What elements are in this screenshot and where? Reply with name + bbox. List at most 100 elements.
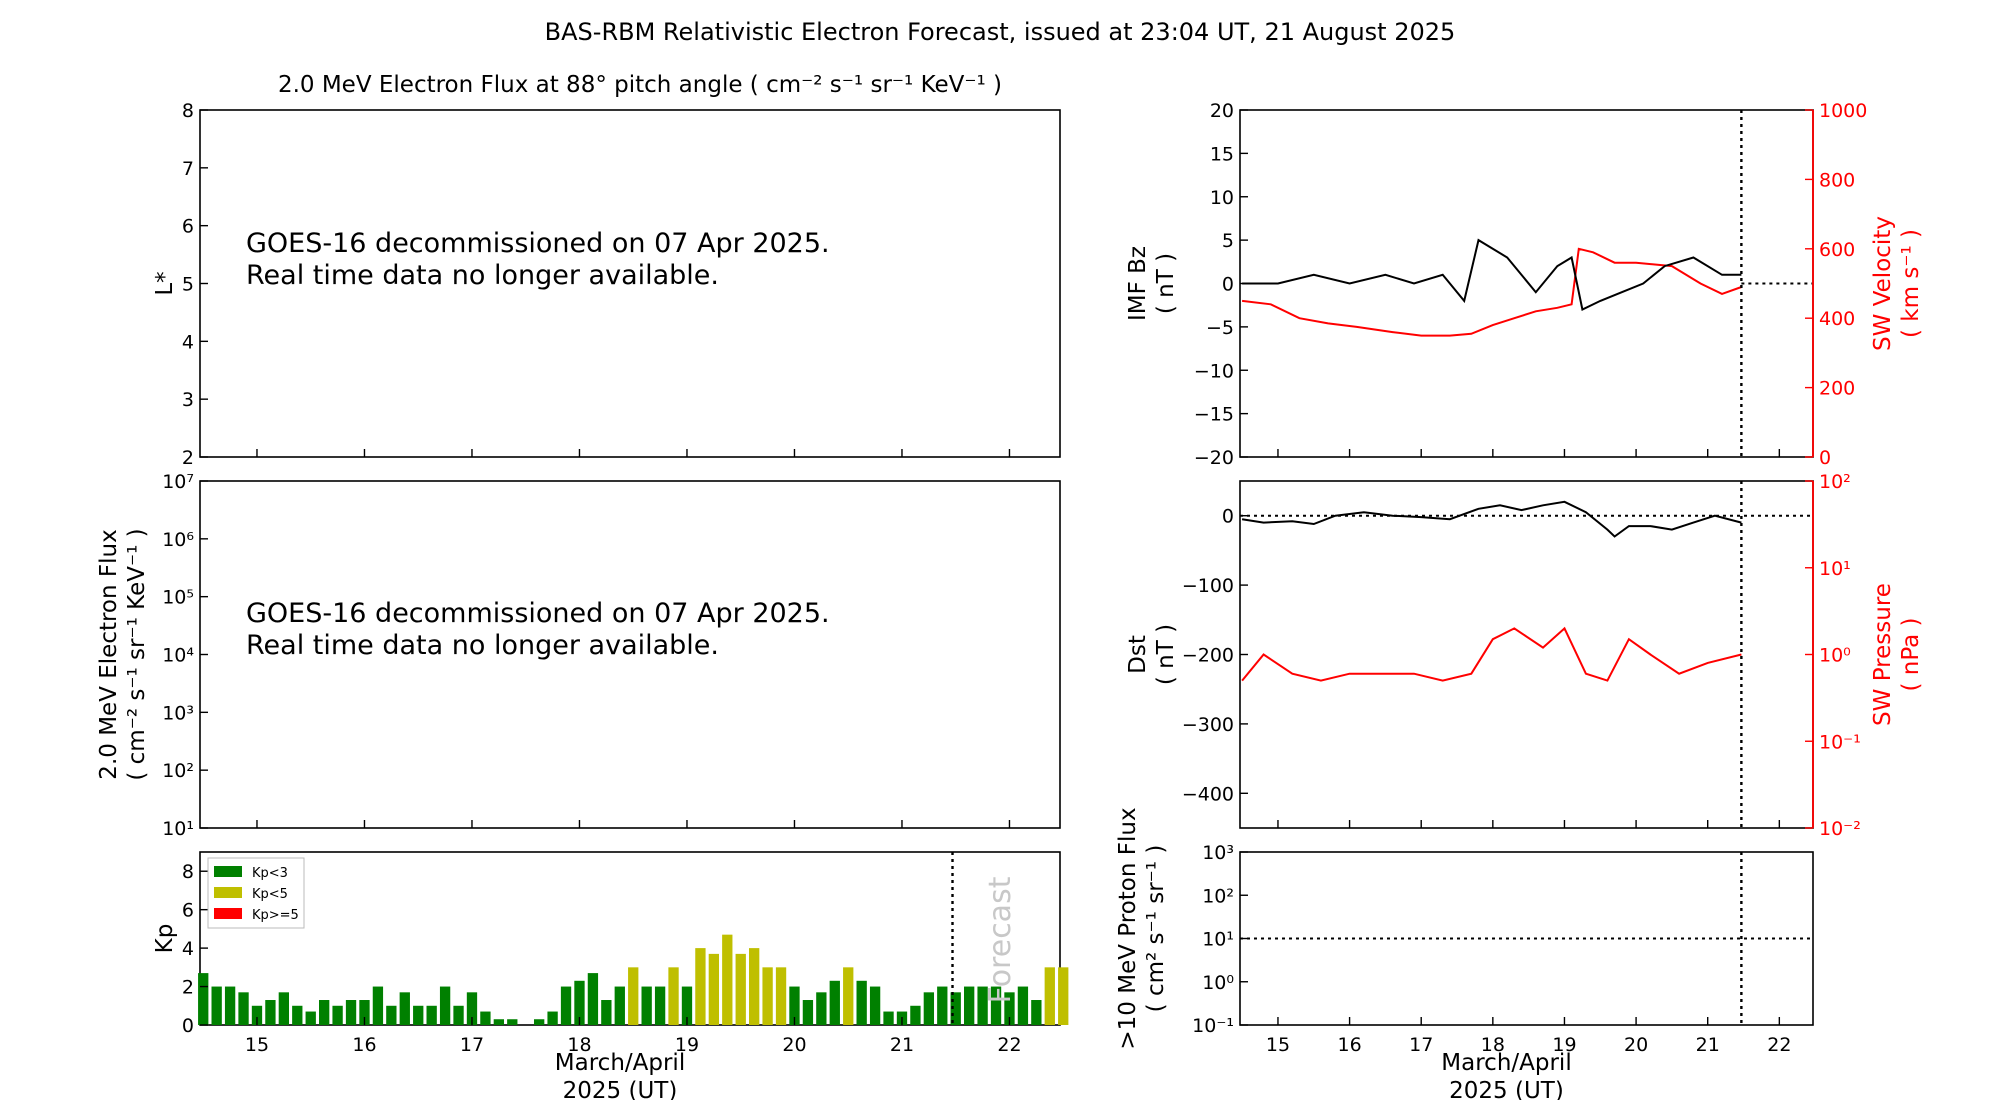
proton-y-tick-label: 10³ [1202, 842, 1234, 864]
kp-bar [238, 992, 249, 1025]
kp-bar [547, 1011, 558, 1025]
kp-bar [251, 1005, 263, 1025]
lstar-y-tick-label: 4 [182, 331, 194, 353]
dst-y-tick-label: −400 [1182, 783, 1234, 805]
kp-bar [654, 986, 666, 1025]
kp-xtick-label: 15 [245, 1034, 269, 1056]
lstar-title: 2.0 MeV Electron Flux at 88° pitch angle… [278, 72, 1002, 98]
goes-y-tick-label: 10⁶ [162, 529, 194, 551]
kp-bar [614, 986, 625, 1025]
proton-xlabel: March/April [1441, 1050, 1571, 1076]
sw-velocity-y-tick-label: 1000 [1819, 100, 1867, 122]
kp-bar [735, 953, 746, 1025]
kp-legend-label: Kp<5 [252, 887, 288, 902]
kp-bar [695, 948, 706, 1025]
dst-panel [1239, 480, 1814, 829]
bz-y-tick-label: −15 [1194, 404, 1234, 426]
sw-pressure-ylabel: SW Pressure [1870, 583, 1896, 726]
kp-y-tick-label: 6 [182, 900, 194, 922]
kp-xtick-label: 21 [890, 1034, 914, 1056]
kp-xtick-label: 16 [352, 1034, 376, 1056]
proton-xtick-label: 19 [1552, 1034, 1576, 1056]
kp-bar [843, 967, 854, 1025]
kp-bar [1058, 967, 1069, 1025]
kp-xtick-label: 17 [460, 1034, 484, 1056]
kp-bar [332, 1005, 343, 1025]
goes-y-tick-label: 10³ [162, 702, 194, 724]
kp-legend-swatch [214, 908, 242, 919]
bz-ylabel: ( nT ) [1153, 253, 1179, 314]
kp-bar [453, 1005, 464, 1025]
kp-bar [587, 973, 599, 1025]
bz-y-tick-label: −10 [1194, 360, 1234, 382]
kp-bar [668, 967, 679, 1025]
lstar-y-tick-label: 3 [182, 389, 194, 411]
proton-y-tick-label: 10⁰ [1202, 972, 1234, 994]
bz-y-tick-label: 10 [1210, 187, 1234, 209]
sw-pressure-y-tick-label: 10¹ [1819, 558, 1851, 580]
proton-xtick-label: 20 [1624, 1034, 1648, 1056]
sw-velocity-y-tick-label: 800 [1819, 169, 1855, 191]
kp-bar [413, 1005, 424, 1025]
kp-bar [601, 1000, 612, 1025]
proton-xtick-label: 16 [1337, 1034, 1361, 1056]
goes-y-tick-label: 10¹ [162, 818, 194, 840]
kp-bar [1044, 967, 1055, 1025]
dst-line [1241, 500, 1742, 538]
kp-bar [964, 986, 975, 1025]
kp-bar [816, 992, 827, 1025]
kp-bar [628, 967, 639, 1025]
forecast-label: Forecast [983, 876, 1018, 1003]
kp-bar [990, 986, 1002, 1025]
kp-xtick-label: 20 [782, 1034, 806, 1056]
kp-y-tick-label: 0 [182, 1015, 194, 1037]
goes-ylabel: ( cm⁻² s⁻¹ sr⁻¹ KeV⁻¹ ) [124, 528, 150, 780]
lstar-message: GOES-16 decommissioned on 07 Apr 2025. [246, 228, 830, 259]
imf-bz-line [1242, 238, 1742, 311]
proton-xtick-label: 21 [1696, 1034, 1720, 1056]
kp-bar [883, 1011, 894, 1025]
kp-bar [466, 992, 478, 1025]
kp-bar [426, 1005, 437, 1025]
sw-pressure-line [1241, 626, 1742, 682]
kp-legend-label: Kp<3 [252, 866, 288, 881]
lstar-y-tick-label: 5 [182, 274, 194, 296]
kp-bar [977, 986, 988, 1025]
dst-ylabel: ( nT ) [1153, 624, 1179, 685]
goes-y-tick-label: 10⁷ [162, 471, 194, 493]
kp-bar [923, 992, 935, 1025]
dst-y-tick-label: −100 [1182, 575, 1234, 597]
kp-bar [480, 1011, 491, 1025]
kp-xtick-label: 22 [997, 1034, 1021, 1056]
sw-velocity-y-tick-label: 200 [1819, 378, 1855, 400]
kp-bar [574, 980, 585, 1025]
kp-bar [950, 992, 961, 1025]
kp-bar [292, 1005, 303, 1025]
kp-bar [749, 948, 760, 1025]
kp-bar [1017, 986, 1029, 1025]
lstar-y-tick-label: 2 [182, 447, 194, 469]
sw-velocity-y-tick-label: 400 [1819, 308, 1855, 330]
proton-y-tick-label: 10⁻¹ [1192, 1015, 1234, 1037]
kp-y-tick-label: 2 [182, 977, 194, 999]
kp-bar [762, 967, 773, 1025]
kp-bar [345, 1000, 357, 1025]
goes-y-tick-label: 10⁵ [162, 587, 194, 609]
lstar-y-tick-label: 6 [182, 216, 194, 238]
lstar-y-tick-label: 8 [182, 100, 194, 122]
kp-legend-label: Kp>=5 [252, 908, 299, 923]
sw-pressure-y-tick-label: 10² [1819, 471, 1851, 493]
kp-bar [775, 967, 787, 1025]
kp-xlabel: 2025 (UT) [563, 1078, 678, 1100]
bz-y-tick-label: −20 [1194, 447, 1234, 469]
proton-y-tick-label: 10¹ [1202, 929, 1234, 951]
kp-bar [359, 1000, 370, 1025]
kp-bar [386, 1005, 397, 1025]
bz-y-tick-label: −5 [1206, 317, 1234, 339]
kp-bar [869, 986, 881, 1025]
kp-bar [507, 1019, 518, 1025]
kp-bar [198, 973, 209, 1025]
goes-y-tick-label: 10⁴ [162, 645, 194, 667]
kp-xtick-label: 18 [567, 1034, 591, 1056]
